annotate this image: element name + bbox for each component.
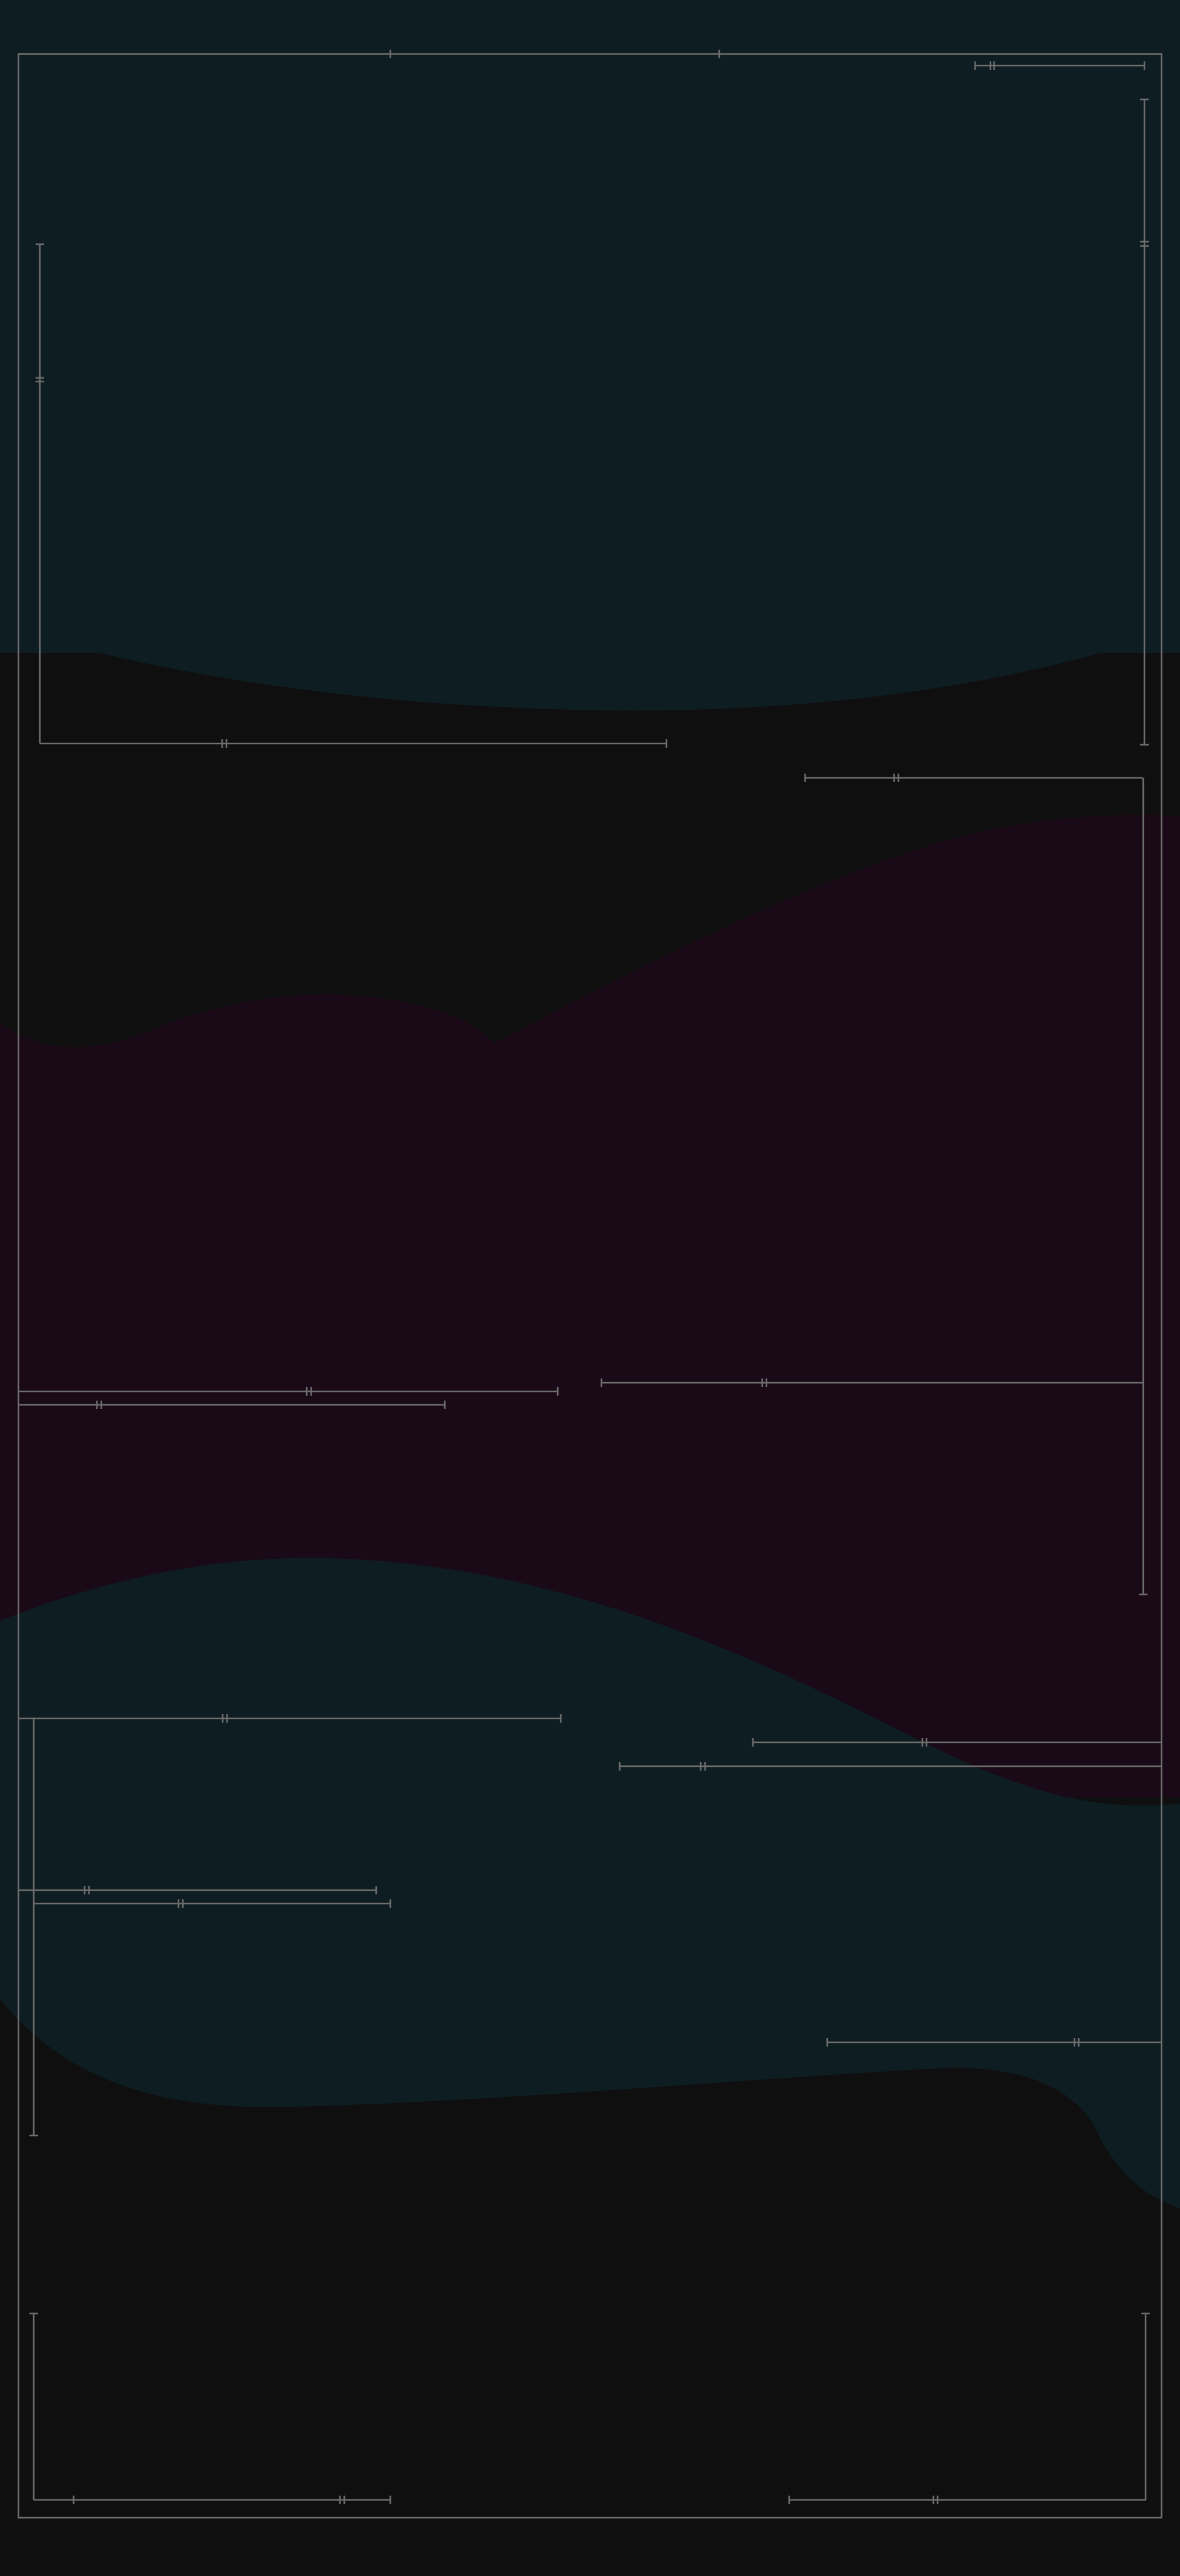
top-left-rule bbox=[18, 50, 391, 58]
right-rules-lower bbox=[619, 1738, 1162, 2047]
middle-teal-wave bbox=[0, 1558, 1180, 2209]
right-bracket-middle bbox=[804, 774, 1147, 1596]
right-vertical-rule-top bbox=[1140, 98, 1149, 746]
left-double-rule bbox=[18, 1387, 559, 1409]
bottom-right-bracket bbox=[788, 2312, 1150, 2504]
center-right-rule bbox=[600, 1378, 1143, 1387]
outer-frame bbox=[17, 53, 1163, 2519]
top-teal-band bbox=[0, 0, 1180, 711]
left-bracket-top bbox=[36, 243, 668, 748]
top-right-small-rule bbox=[974, 61, 1146, 70]
plum-wave-band bbox=[0, 815, 1180, 1797]
bottom-left-bracket bbox=[29, 2312, 391, 2504]
lower-left-rule-group bbox=[18, 1714, 562, 2137]
top-right-rule bbox=[718, 50, 1162, 58]
